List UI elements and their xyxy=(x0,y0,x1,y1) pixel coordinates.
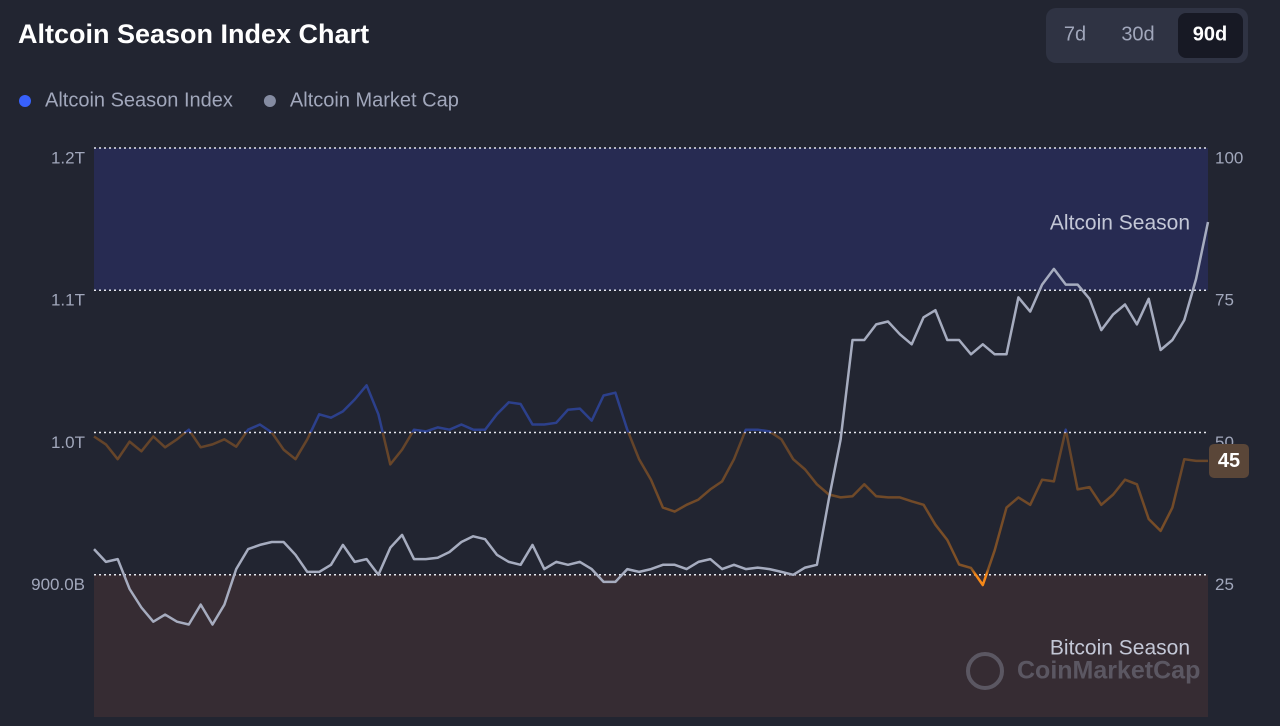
watermark: CoinMarketCap xyxy=(966,652,1200,690)
watermark-logo xyxy=(966,652,1004,690)
y2-tick-label: 75 xyxy=(1215,291,1234,310)
series-line xyxy=(93,221,1210,626)
current-value-badge xyxy=(1209,443,1249,478)
legend-label: Altcoin Season Index xyxy=(45,89,233,111)
legend-marker xyxy=(19,95,31,107)
zone-label: Bitcoin Season xyxy=(1050,637,1190,660)
timeframe-button[interactable]: 90d xyxy=(1193,23,1227,45)
timeframe-button[interactable]: 30d xyxy=(1121,23,1154,45)
timeframe-button[interactable]: 7d xyxy=(1064,23,1086,45)
series-line xyxy=(93,384,1208,587)
season-zone xyxy=(94,148,1208,291)
timeframe-selected-bg xyxy=(1178,13,1243,58)
current-value-label: 45 xyxy=(1218,450,1240,472)
season-zone xyxy=(94,574,1208,717)
y2-tick-label: 100 xyxy=(1215,148,1243,167)
legend-marker xyxy=(263,95,276,107)
y-tick-label: 1.1T xyxy=(51,291,85,310)
y2-tick-label: 25 xyxy=(1215,575,1234,594)
watermark-text: CoinMarketCap xyxy=(1017,657,1200,685)
y-tick-label: 1.0T xyxy=(51,433,85,452)
chart-title: Altcoin Season Index Chart xyxy=(18,19,369,49)
legend-label: Altcoin Market Cap xyxy=(290,89,459,111)
y-tick-label: 1.2T xyxy=(51,148,85,167)
y-tick-label: 900.0B xyxy=(31,575,85,594)
zone-label: Altcoin Season xyxy=(1050,212,1190,235)
legend: Altcoin Season Index Altcoin Market Cap xyxy=(19,89,459,111)
